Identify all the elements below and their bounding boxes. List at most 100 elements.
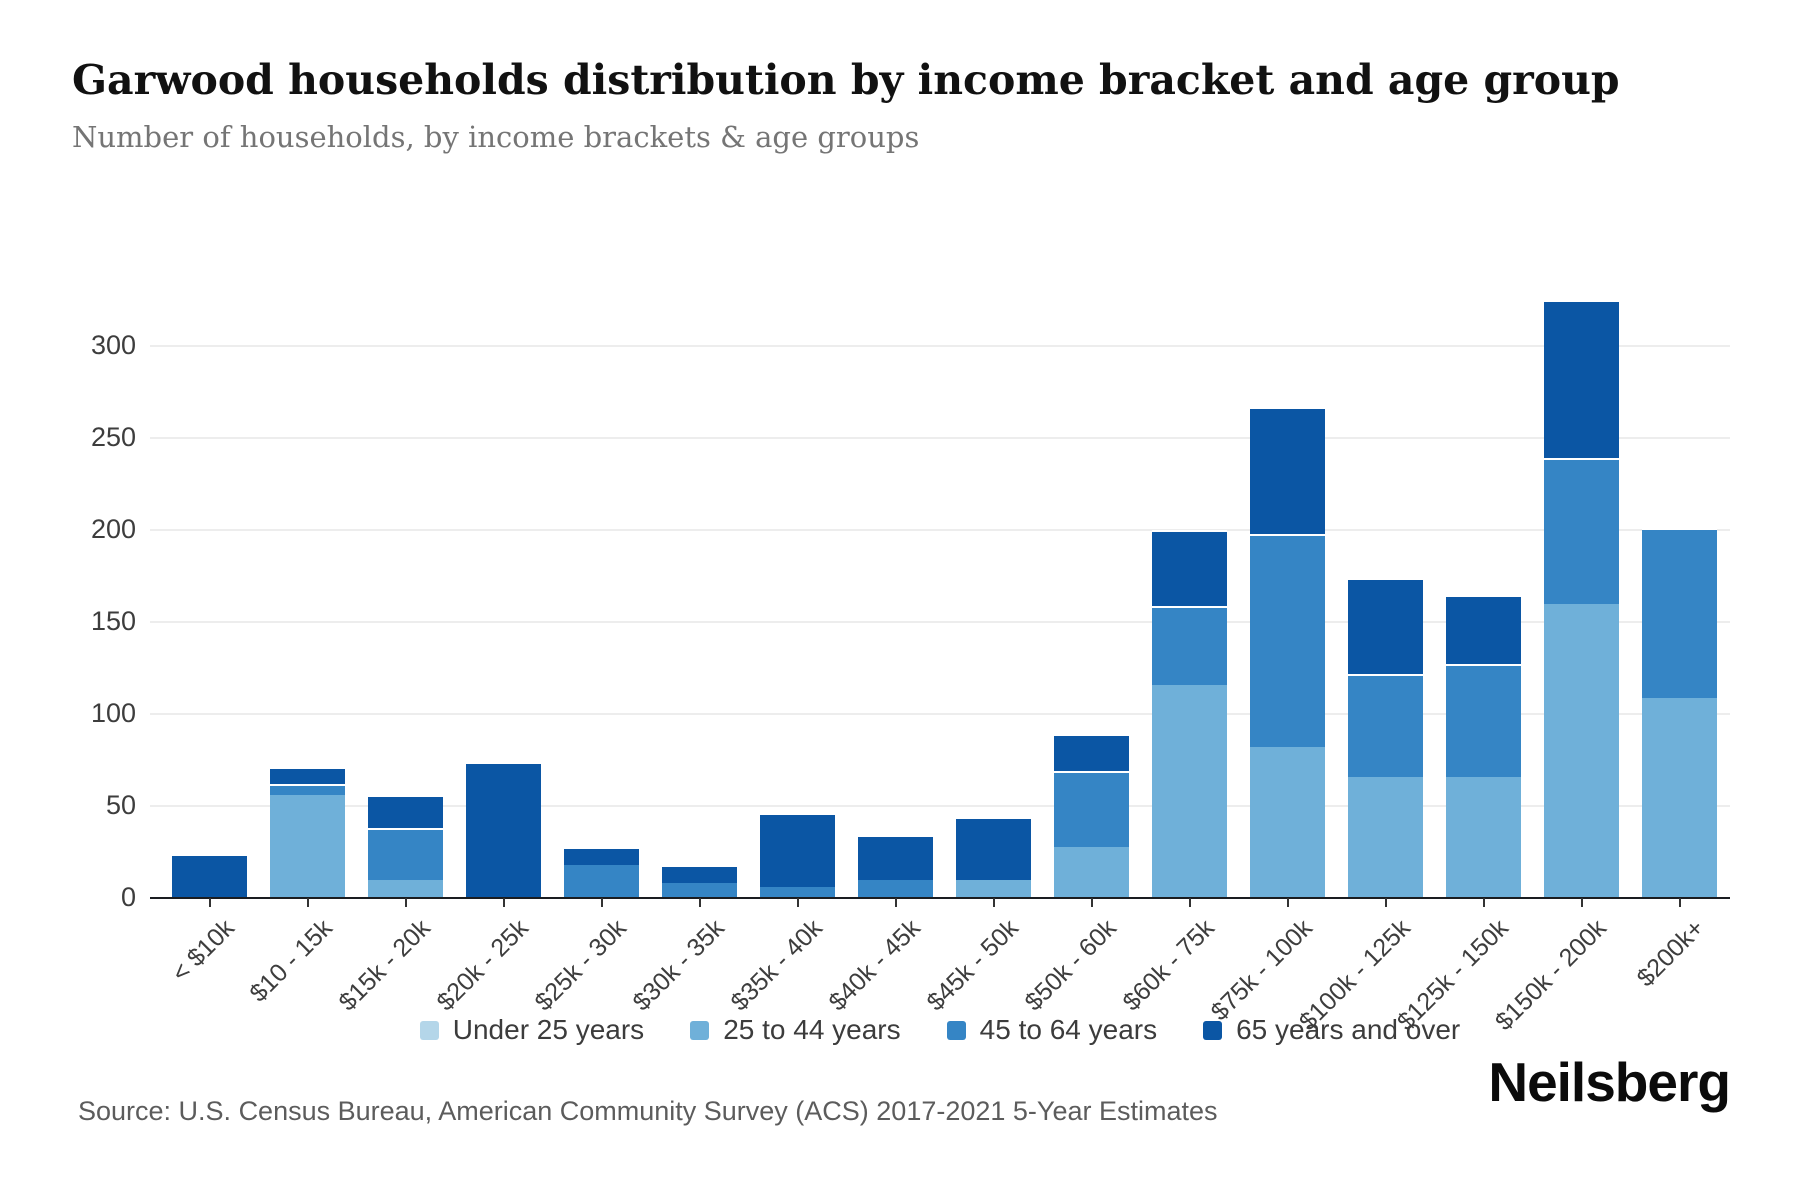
bar-10k[interactable] — [172, 855, 247, 898]
bar-30k-35k[interactable] — [662, 864, 737, 898]
x-axis-tick — [1090, 898, 1093, 907]
legend-item-65-years-and-over[interactable]: 65 years and over — [1203, 1014, 1460, 1046]
x-axis-tick-label: $20k - 25k — [430, 914, 534, 1017]
x-axis-tick-label: $15k - 20k — [332, 914, 436, 1017]
bar-segment[interactable] — [1348, 577, 1423, 674]
x-axis-tick-label: $30k - 35k — [626, 914, 730, 1017]
legend-label: 65 years and over — [1236, 1014, 1461, 1045]
neilsberg-logo: Neilsberg — [1488, 1051, 1731, 1113]
bar-segment[interactable] — [1152, 684, 1227, 898]
bar-segment[interactable] — [662, 864, 737, 884]
gridline — [150, 621, 1730, 624]
x-axis-tick — [1384, 898, 1387, 907]
x-axis-tick — [992, 898, 995, 907]
x-axis-line — [150, 897, 1730, 899]
bar-segment[interactable] — [1348, 673, 1423, 777]
x-axis-tick — [796, 898, 799, 907]
bar-segment[interactable] — [1348, 776, 1423, 898]
gridline — [150, 437, 1730, 440]
bar-segment[interactable] — [1054, 734, 1129, 772]
bar-15k-20k[interactable] — [368, 795, 443, 898]
bar-segment[interactable] — [172, 855, 247, 898]
y-axis-tick-label: 250 — [90, 422, 136, 453]
bar-segment[interactable] — [1152, 605, 1227, 685]
bar-150k-200k[interactable] — [1544, 300, 1619, 898]
bar-segment[interactable] — [760, 813, 835, 887]
legend-swatch-icon — [690, 1020, 710, 1040]
bar-125k-150k[interactable] — [1446, 594, 1521, 898]
bar-segment[interactable] — [1054, 771, 1129, 847]
source-note: Source: U.S. Census Bureau, American Com… — [78, 1096, 1218, 1126]
bar-segment[interactable] — [858, 879, 933, 898]
bar-segment[interactable] — [1054, 846, 1129, 898]
bar-segment[interactable] — [858, 835, 933, 880]
bar-75k-100k[interactable] — [1250, 406, 1325, 898]
gridline — [150, 805, 1730, 808]
y-axis-tick-label: 100 — [90, 698, 136, 729]
bar-segment[interactable] — [1544, 300, 1619, 459]
bar-segment[interactable] — [1446, 776, 1521, 898]
bar-segment[interactable] — [1642, 697, 1717, 898]
bar-60k-75k[interactable] — [1152, 530, 1227, 898]
legend-item-under-25-years[interactable]: Under 25 years — [419, 1014, 644, 1046]
bar-10-15k[interactable] — [270, 767, 345, 898]
bar-segment[interactable] — [564, 846, 639, 865]
bar-segment[interactable] — [662, 883, 737, 898]
gridline — [150, 713, 1730, 716]
x-axis-tick — [1286, 898, 1289, 907]
legend-item-45-to-64-years[interactable]: 45 to 64 years — [946, 1014, 1158, 1046]
legend-item-25-to-44-years[interactable]: 25 to 44 years — [690, 1014, 901, 1046]
bar-35k-40k[interactable] — [760, 813, 835, 898]
bar-segment[interactable] — [956, 879, 1031, 898]
gridline — [150, 345, 1730, 348]
x-axis-tick — [1580, 898, 1583, 907]
x-axis-tick — [1482, 898, 1485, 907]
bar-segment[interactable] — [1544, 603, 1619, 898]
bar-segment[interactable] — [466, 763, 541, 898]
bar-segment[interactable] — [1152, 530, 1227, 606]
bar-segment[interactable] — [368, 795, 443, 829]
bar-segment[interactable] — [564, 864, 639, 898]
x-axis-tick — [306, 898, 309, 907]
bar-segment[interactable] — [1544, 458, 1619, 604]
gridline — [150, 529, 1730, 532]
legend-swatch-icon — [1203, 1020, 1223, 1040]
x-axis-tick — [404, 898, 407, 907]
stacked-bar-chart: 0 50 100 150 200 250 300 < $10k $10 - 15k $15k - … — [91, 280, 1730, 1036]
bar-40k-45k[interactable] — [858, 835, 933, 898]
x-axis-tick-label: $200k+ — [1631, 914, 1710, 993]
bar-segment[interactable] — [270, 767, 345, 784]
bar-segment[interactable] — [1446, 664, 1521, 777]
x-axis-tick-label: $35k - 40k — [724, 914, 828, 1017]
bar-segment[interactable] — [760, 886, 835, 898]
bar-200k[interactable] — [1642, 528, 1717, 898]
bar-20k-25k[interactable] — [466, 763, 541, 898]
page-subtitle: Number of households, by income brackets… — [72, 120, 920, 154]
bar-segment[interactable] — [1446, 594, 1521, 665]
legend-label: 25 to 44 years — [723, 1014, 901, 1045]
bar-segment[interactable] — [270, 795, 345, 898]
legend-label: 45 to 64 years — [979, 1014, 1158, 1045]
bar-100k-125k[interactable] — [1348, 577, 1423, 898]
bar-50k-60k[interactable] — [1054, 734, 1129, 898]
bar-segment[interactable] — [270, 783, 345, 795]
bar-segment[interactable] — [1642, 528, 1717, 698]
bar-segment[interactable] — [1250, 406, 1325, 534]
x-axis-tick-label: $10 - 15k — [243, 914, 338, 1008]
x-axis-tick-label: $40k - 45k — [822, 914, 926, 1017]
x-axis-tick — [600, 898, 603, 907]
x-axis-tick — [698, 898, 701, 907]
x-axis-tick-label: $60k - 75k — [1116, 914, 1220, 1017]
y-axis-tick-label: 0 — [120, 882, 136, 912]
bar-25k-30k[interactable] — [564, 846, 639, 898]
y-axis-tick-label: 300 — [90, 330, 136, 361]
bar-segment[interactable] — [368, 828, 443, 880]
x-axis-tick — [894, 898, 897, 907]
bar-segment[interactable] — [1250, 747, 1325, 898]
y-axis-tick-label: 150 — [90, 606, 136, 637]
bar-segment[interactable] — [1250, 533, 1325, 748]
bar-segment[interactable] — [368, 879, 443, 898]
y-axis-tick-label: 50 — [105, 790, 136, 821]
bar-segment[interactable] — [956, 817, 1031, 880]
bar-45k-50k[interactable] — [956, 817, 1031, 898]
